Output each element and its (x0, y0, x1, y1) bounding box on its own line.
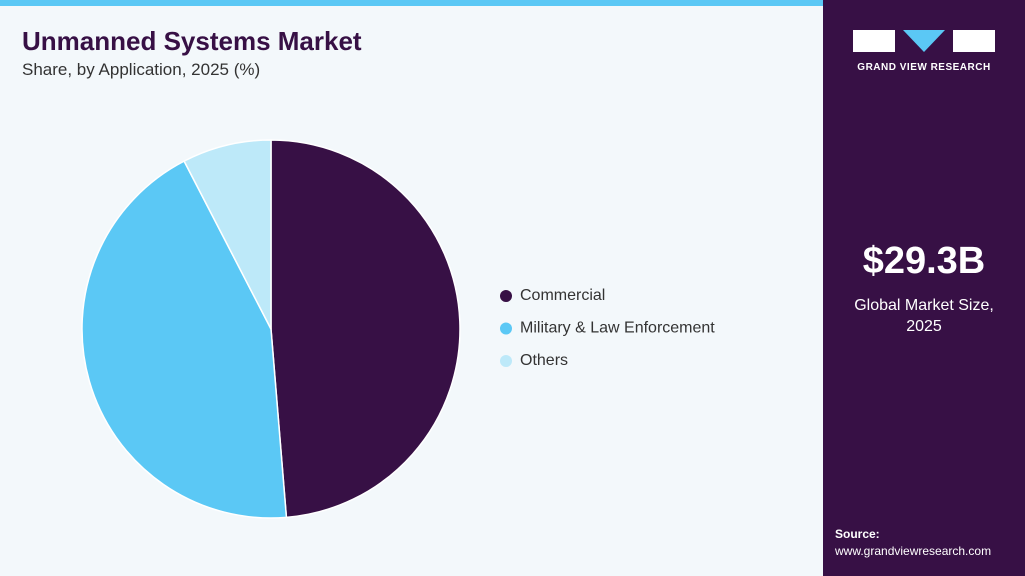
pie-slice (81, 160, 288, 519)
brand: GRAND VIEW RESEARCH (857, 62, 991, 73)
sidebar: GRAND VIEW RESEARCH $29.3B Global Market… (823, 0, 1025, 576)
legend-label: Military & Law Enforcement (520, 320, 715, 337)
chart-subtitle: Share, by Application, 2025 (%) (22, 60, 261, 79)
legend-swatch (500, 355, 512, 367)
pie-slice (270, 139, 461, 519)
logo-r (953, 30, 995, 52)
logo-v (903, 30, 945, 52)
chart-title: Unmanned Systems Market (22, 26, 362, 56)
legend-swatch (500, 290, 512, 302)
market-size-label: Global Market Size, 2025 (854, 297, 994, 335)
legend-swatch (500, 322, 512, 335)
source-url: www.grandviewresearch.com (835, 544, 992, 558)
legend-label: Others (520, 352, 568, 369)
source-label: Source: (835, 527, 880, 541)
chart-panel: Unmanned Systems Market Share, by Applic… (0, 0, 823, 576)
accent-bar (0, 0, 823, 6)
pie-slice (183, 139, 272, 330)
chart: Commercial Military & Law Enforcement Othe… (81, 139, 715, 519)
market-size: $29.3B (862, 240, 986, 282)
legend-label: Commercial (520, 287, 605, 304)
logo (853, 30, 995, 52)
logo-g (853, 30, 895, 52)
